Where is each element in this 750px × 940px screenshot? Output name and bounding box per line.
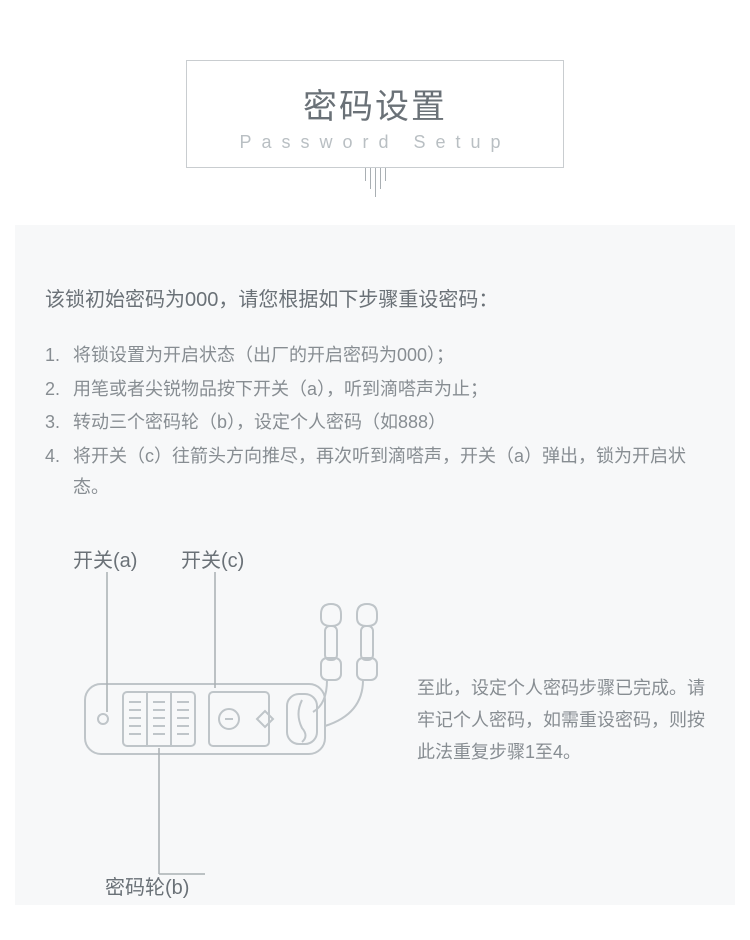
step-item: 将锁设置为开启状态（出厂的开启密码为000）；: [45, 340, 705, 372]
steps-list: 将锁设置为开启状态（出厂的开启密码为000）； 用笔或者尖锐物品按下开关（a），…: [45, 340, 705, 504]
step-item: 用笔或者尖锐物品按下开关（a），听到滴嗒声为止；: [45, 374, 705, 406]
intro-text: 该锁初始密码为000，请您根据如下步骤重设密码：: [45, 283, 705, 312]
title-english: Password Setup: [239, 132, 510, 153]
header: 密码设置 Password Setup: [0, 0, 750, 197]
diagram-region: 开关(a) 开关(c) 密码轮(b): [45, 544, 705, 904]
content-panel: 该锁初始密码为000，请您根据如下步骤重设密码： 将锁设置为开启状态（出厂的开启…: [15, 225, 735, 905]
side-note: 至此，设定个人密码步骤已完成。请牢记个人密码，如需重设密码，则按此法重复步骤1至…: [417, 672, 707, 769]
step-item: 转动三个密码轮（b），设定个人密码（如888）: [45, 407, 705, 439]
title-box: 密码设置 Password Setup: [186, 60, 563, 168]
divider-ornament: [355, 167, 395, 197]
step-item: 将开关（c）往箭头方向推尽，再次听到滴嗒声，开关（a）弹出，锁为开启状态。: [45, 441, 705, 504]
lock-diagram: [75, 554, 395, 884]
title-chinese: 密码设置: [239, 79, 510, 128]
